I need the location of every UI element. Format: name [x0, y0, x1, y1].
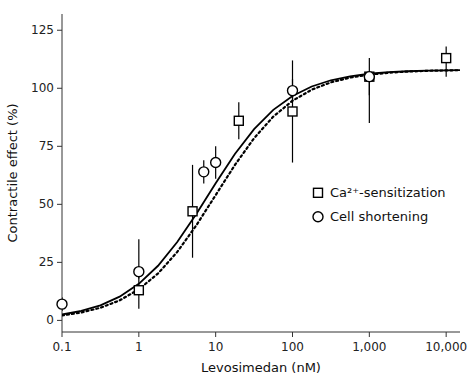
y-axis-label: Contractile effect (%)	[5, 103, 20, 242]
data-point	[134, 267, 144, 277]
x-tick-label: 10	[208, 340, 223, 354]
y-tick	[57, 146, 62, 147]
legend: Ca²⁺-sensitization Cell shortening	[313, 185, 446, 224]
x-tick-label: 1,000	[352, 340, 386, 354]
x-tick	[446, 332, 447, 337]
x-tick	[369, 332, 370, 337]
x-tick-label: 10,000	[425, 340, 467, 354]
data-point	[442, 54, 451, 63]
fit-line	[62, 70, 460, 314]
legend-marker	[313, 212, 323, 222]
data-point	[288, 86, 298, 96]
x-tick-label: 100	[281, 340, 304, 354]
data-point	[234, 116, 243, 125]
y-tick	[57, 320, 62, 321]
y-tick	[57, 30, 62, 31]
y-tick	[57, 204, 62, 205]
data-point	[188, 207, 197, 216]
markers	[57, 54, 451, 310]
y-tick-label: 100	[31, 81, 54, 95]
y-tick	[57, 262, 62, 263]
data-point	[134, 286, 143, 295]
data-point	[211, 158, 221, 168]
x-axis-label: Levosimedan (nM)	[201, 360, 321, 375]
legend-label: Ca²⁺-sensitization	[330, 185, 446, 200]
x-tick	[215, 332, 216, 337]
axes: 0.1 1 10 100 1,000 10,000 0 25 50 75 100 125	[31, 14, 467, 354]
chart: 0.1 1 10 100 1,000 10,000 0 25 50 75 100 125 Levosim…	[0, 0, 474, 382]
y-tick-label: 50	[39, 197, 54, 211]
x-tick	[62, 332, 63, 337]
y-tick-label: 75	[39, 139, 54, 153]
y-axis-line	[62, 14, 63, 332]
x-tick	[138, 332, 139, 337]
error-bar	[369, 77, 370, 123]
data-point	[364, 72, 374, 82]
plot-area	[62, 46, 460, 315]
y-tick	[57, 88, 62, 89]
x-tick-label: 0.1	[52, 340, 71, 354]
data-point	[57, 299, 67, 309]
y-tick-label: 25	[39, 255, 54, 269]
y-tick-label: 0	[46, 313, 54, 327]
data-point	[365, 72, 374, 81]
x-axis-line	[62, 332, 460, 333]
y-tick-label: 125	[31, 23, 54, 37]
data-point	[288, 107, 297, 116]
fit-line	[62, 70, 460, 315]
legend-label: Cell shortening	[330, 209, 428, 224]
legend-marker	[314, 188, 323, 197]
x-tick	[292, 332, 293, 337]
data-point	[199, 167, 209, 177]
x-tick-label: 1	[135, 340, 143, 354]
